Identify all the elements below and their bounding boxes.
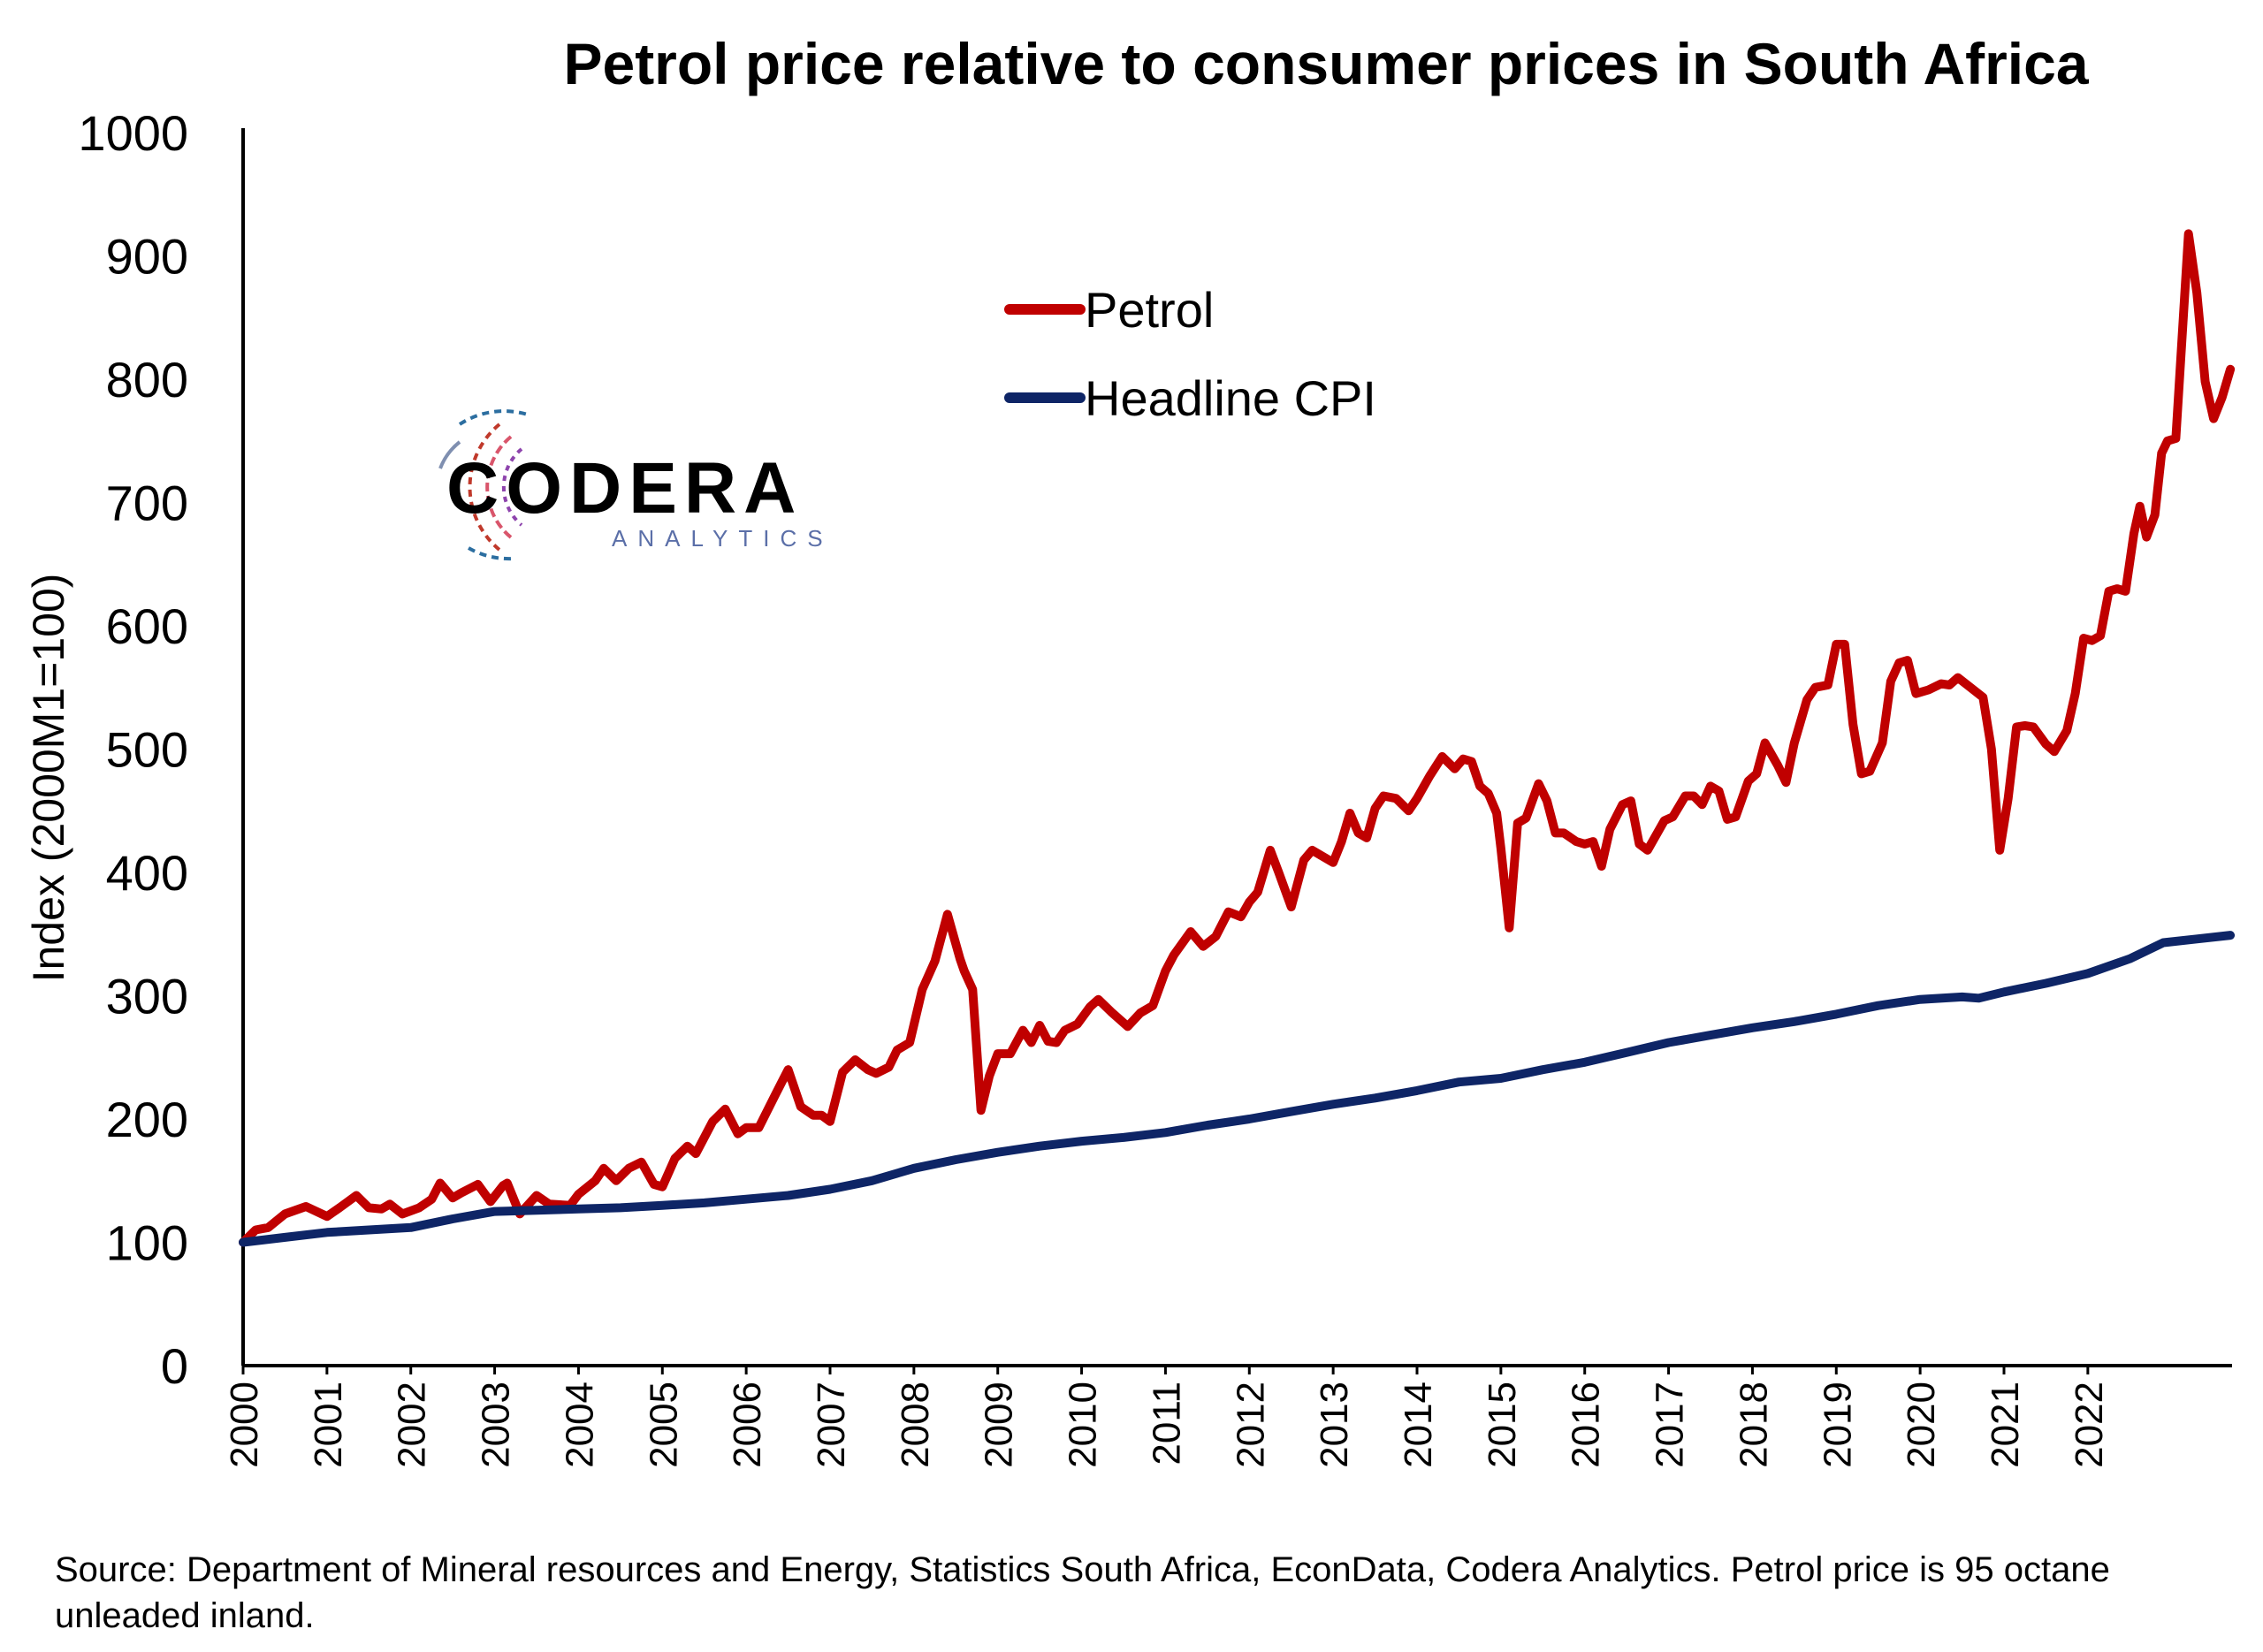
chart-title: Petrol price relative to consumer prices…: [563, 31, 2089, 96]
y-tick-label: 600: [106, 598, 188, 654]
x-tick-label: 2002: [391, 1382, 434, 1468]
series-line-headline-cpi: [239, 931, 2236, 1247]
x-tick-label: 2004: [558, 1382, 601, 1468]
x-tick-label: 2013: [1313, 1382, 1356, 1468]
x-tick-label: 2001: [307, 1382, 350, 1468]
x-tick-label: 2000: [223, 1382, 266, 1468]
x-tick-label: 2012: [1229, 1382, 1272, 1468]
legend-label-petrol: Petrol: [1085, 282, 1214, 338]
y-tick-label: 200: [106, 1092, 188, 1147]
codera-logo: CODERA ANALYTICS: [438, 409, 834, 561]
x-tick-label: 2018: [1732, 1382, 1775, 1468]
x-tick-label: 2020: [1900, 1382, 1943, 1468]
y-axis: 0 100 200 300 400 500 600 700 800 900 1000: [78, 105, 245, 1394]
logo-tagline: ANALYTICS: [612, 525, 834, 552]
logo-name: CODERA: [446, 448, 803, 529]
x-tick-label: 2010: [1062, 1382, 1105, 1468]
x-tick-label: 2015: [1481, 1382, 1524, 1468]
y-tick-label: 0: [161, 1338, 188, 1394]
x-tick-label: 2007: [810, 1382, 853, 1468]
y-tick-label: 800: [106, 352, 188, 407]
y-axis-title: Index (2000M1=100): [24, 574, 73, 983]
x-tick-label: 2006: [726, 1382, 769, 1468]
x-tick-label: 2009: [978, 1382, 1021, 1468]
x-tick-label: 2022: [2068, 1382, 2111, 1468]
codera-logo-mark-icon: [438, 409, 531, 561]
legend: Petrol Headline CPI: [1004, 282, 1376, 426]
x-tick-label: 2003: [475, 1382, 518, 1468]
x-tick-label: 2008: [894, 1382, 937, 1468]
series-line-petrol: [239, 229, 2236, 1247]
x-tick-label: 2016: [1565, 1382, 1608, 1468]
y-tick-label: 700: [106, 476, 188, 531]
y-tick-label: 900: [106, 229, 188, 285]
x-tick-label: 2011: [1145, 1382, 1188, 1465]
x-tick-label: 2017: [1649, 1382, 1692, 1468]
x-tick-label: 2021: [1984, 1382, 2027, 1468]
source-note: Source: Department of Mineral resources …: [55, 1550, 2110, 1635]
y-tick-label: 500: [106, 722, 188, 778]
y-tick-label: 300: [106, 969, 188, 1024]
x-tick-label: 2014: [1397, 1382, 1440, 1468]
legend-label-cpi: Headline CPI: [1085, 370, 1376, 426]
x-tick-label: 2005: [642, 1382, 685, 1468]
y-tick-label: 100: [106, 1215, 188, 1271]
x-axis: 2000 2001 2002 2003 2004 2005 2006 2007 2008 2009…: [223, 1364, 2232, 1468]
series-layer: [239, 229, 2236, 1247]
y-tick-label: 400: [106, 845, 188, 901]
y-tick-label: 1000: [78, 105, 188, 161]
x-tick-label: 2019: [1816, 1382, 1859, 1468]
